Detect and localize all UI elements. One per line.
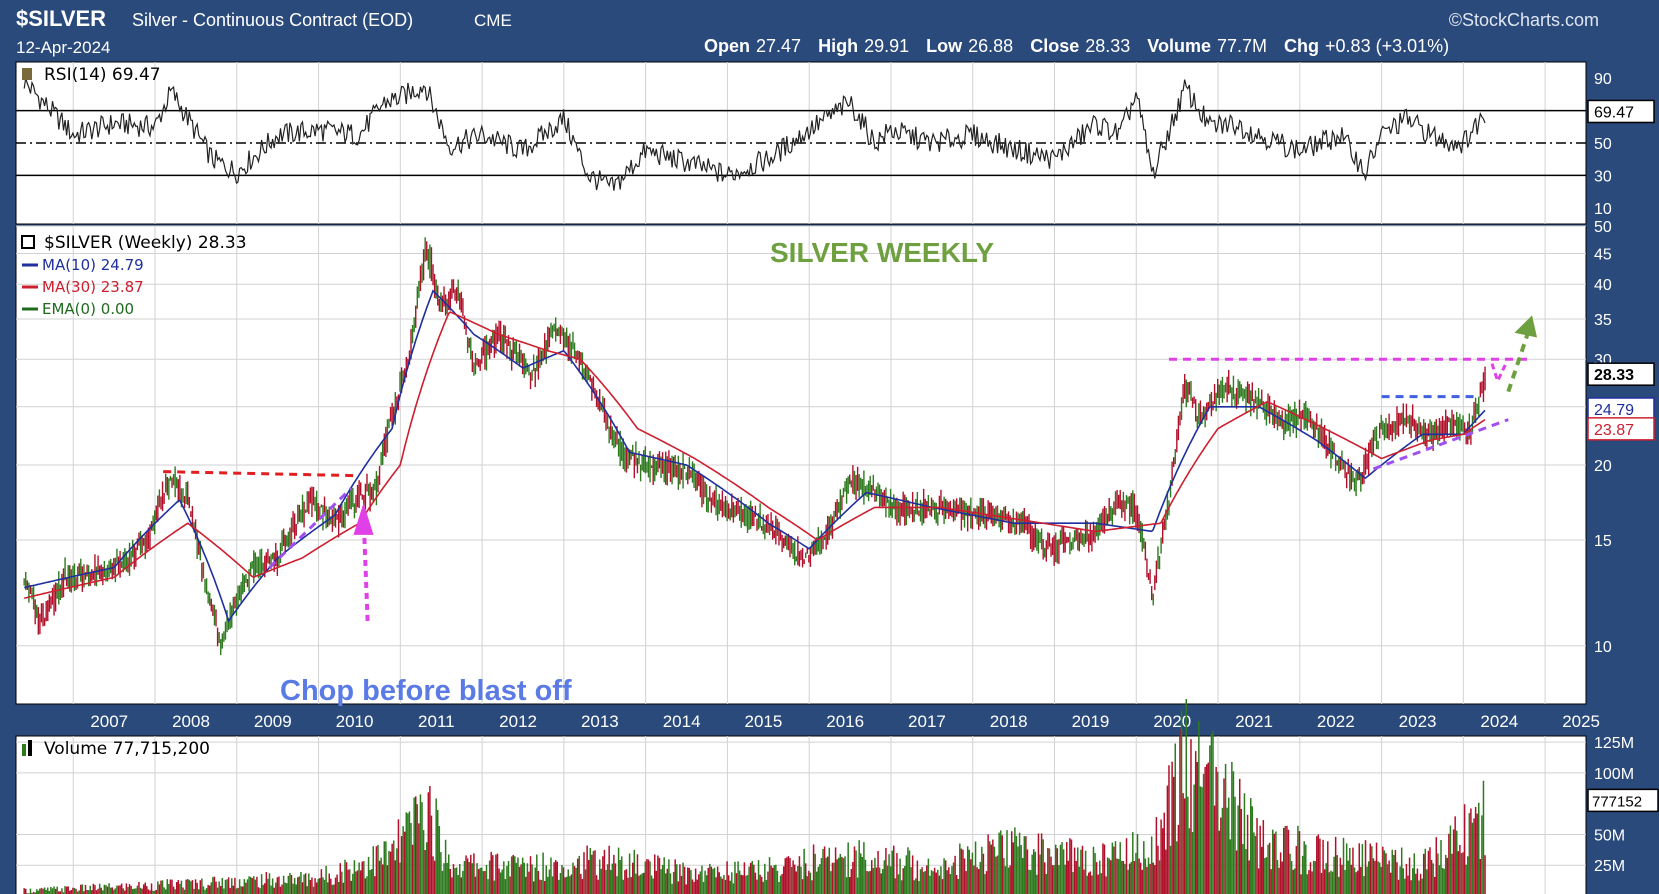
quote-date: 12-Apr-2024 — [16, 38, 111, 57]
support-line-2010 — [268, 487, 353, 569]
chop-arrow-head — [353, 502, 374, 535]
legend-ma30: MA(30) 23.87 — [42, 278, 144, 296]
breakout-arrow-shaft — [1506, 329, 1531, 393]
close-value: 28.33 — [1085, 36, 1131, 56]
price-y-tick: 20 — [1594, 458, 1612, 475]
rsi-y-tick: 30 — [1594, 168, 1612, 185]
open-label: Open — [704, 36, 751, 56]
close-label: Close — [1030, 36, 1080, 56]
rsi-line — [23, 78, 1486, 191]
ma10-line — [23, 289, 1486, 623]
grid-lines — [16, 62, 1586, 894]
volume-y-tick: 100M — [1594, 766, 1634, 783]
x-tick-label: 2024 — [1480, 712, 1518, 731]
x-tick-label: 2008 — [172, 712, 210, 731]
price-y-tick: 50 — [1594, 219, 1612, 236]
high-value: 29.91 — [864, 36, 910, 56]
rsi-tag-box — [1587, 99, 1655, 124]
x-tick-label: 2011 — [418, 712, 455, 731]
price-label: $SILVER (Weekly) 28.33 — [44, 233, 247, 253]
rsi-layer: 69.47 — [16, 78, 1655, 191]
low-label: Low — [926, 36, 963, 56]
rsi-y-tick: 90 — [1594, 71, 1612, 88]
exchange-label: CME — [474, 11, 512, 30]
price-y-tick: 15 — [1594, 533, 1612, 550]
symbol-description: Silver - Continuous Contract (EOD) — [132, 10, 414, 30]
brand-watermark[interactable]: ©StockCharts.com — [1448, 10, 1599, 30]
x-tick-label: 2018 — [990, 712, 1028, 731]
price-tag-label: 24.79 — [1594, 402, 1634, 419]
retest-path — [1490, 362, 1508, 386]
x-tick-label: 2014 — [663, 712, 701, 731]
breakout-arrow-head — [1514, 315, 1538, 338]
x-tick-label: 2017 — [908, 712, 946, 731]
rsi-label: RSI(14) 69.47 — [44, 65, 161, 85]
chg-value: +0.83 (+3.01%) — [1325, 36, 1450, 56]
x-tick-label: 2019 — [1072, 712, 1110, 731]
x-tick-label: 2023 — [1399, 712, 1437, 731]
symbol-title: $SILVER — [16, 6, 107, 31]
chg-label: Chg — [1284, 36, 1320, 56]
rsi-icon — [22, 68, 32, 80]
volume-y-tick: 50M — [1594, 827, 1625, 844]
price-tag-box — [1587, 417, 1655, 441]
legend-ema: EMA(0) 0.00 — [42, 300, 134, 318]
x-tick-label: 2010 — [336, 712, 374, 731]
x-tick-label: 2021 — [1235, 712, 1273, 731]
resistance-line-2010 — [163, 470, 356, 478]
x-axis-ticks: 2007 2008 2009 2010 2011 2012 2013 2014 2015 2016… — [90, 71, 1634, 875]
x-tick-label: 2007 — [90, 712, 128, 731]
volume-label: Volume — [1147, 36, 1211, 56]
annotation-text: Chop before blast off — [280, 675, 572, 707]
volume-tag-label: 777152 — [1592, 793, 1642, 810]
x-tick-label: 2015 — [744, 712, 782, 731]
price-tag-label: 28.33 — [1594, 367, 1634, 384]
chart-title: SILVER WEEKLY — [770, 237, 994, 268]
price-y-tick: 10 — [1594, 639, 1612, 656]
volume-layer: 777152 — [23, 698, 1659, 894]
low-value: 26.88 — [968, 36, 1014, 56]
high-label: High — [818, 36, 859, 56]
rsi-y-tick: 10 — [1594, 201, 1612, 218]
volume-value: 77.7M — [1216, 36, 1268, 56]
x-tick-label: 2016 — [826, 712, 864, 731]
volume-tag-box — [1587, 788, 1659, 813]
ohlc-readout: Open 27.47 High 29.91 Low 26.88 Close 28.33 … — [704, 36, 1461, 57]
volume-y-tick: 25M — [1594, 858, 1625, 875]
x-tick-label: 2013 — [581, 712, 619, 731]
ma30-line — [24, 311, 1486, 599]
candle-icon — [21, 235, 35, 249]
price-y-tick: 45 — [1594, 246, 1612, 263]
price-tag-box — [1587, 362, 1655, 386]
legend-ma10: MA(10) 24.79 — [42, 256, 144, 274]
x-tick-label: 2009 — [254, 712, 292, 731]
volume-y-tick: 125M — [1594, 735, 1634, 752]
price-y-tick: 35 — [1594, 312, 1612, 329]
rsi-tag-label: 69.47 — [1594, 104, 1634, 121]
price-layer: 28.33 24.79 23.87 — [23, 237, 1655, 656]
rsi-y-tick: 50 — [1594, 136, 1612, 153]
volume-icon — [22, 740, 32, 756]
x-tick-label: 2022 — [1317, 712, 1355, 731]
x-tick-label: 2020 — [1153, 712, 1191, 731]
open-value: 27.47 — [756, 36, 802, 56]
x-tick-label: 2012 — [499, 712, 537, 731]
volume-label: Volume 77,715,200 — [44, 739, 210, 759]
rising-support-line — [1372, 418, 1509, 471]
price-tag-label: 23.87 — [1594, 422, 1634, 439]
price-y-tick: 40 — [1594, 277, 1612, 294]
x-tick-label: 2025 — [1562, 712, 1600, 731]
